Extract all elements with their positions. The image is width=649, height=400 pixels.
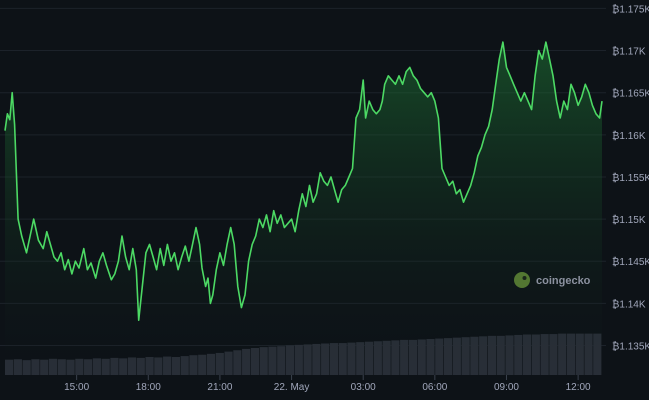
coingecko-watermark: coingecko <box>514 272 591 288</box>
x-tick-label: 09:00 <box>494 382 519 393</box>
gecko-logo-icon <box>514 272 530 288</box>
x-tick-label: 12:00 <box>566 382 591 393</box>
x-tick-label: 06:00 <box>422 382 447 393</box>
x-tick-label: 22. May <box>274 382 310 393</box>
y-tick-label: ₿1.15K <box>612 214 646 226</box>
y-tick-label: ₿1.135K <box>612 341 649 353</box>
y-tick-label: ₿1.155K <box>612 172 649 184</box>
y-tick-label: ₿1.17K <box>612 46 646 58</box>
x-tick-label: 15:00 <box>64 382 89 393</box>
x-axis-ticks: 15:00 18:00 21:00 22. May 03:00 06:00 09:00 12:… <box>64 375 591 393</box>
y-tick-label: ₿1.145K <box>612 256 649 268</box>
gecko-eye-icon <box>522 276 527 280</box>
x-tick-label: 03:00 <box>351 382 376 393</box>
y-tick-label: ₿1.14K <box>612 298 646 310</box>
y-tick-label: ₿1.165K <box>612 88 649 100</box>
y-tick-label: ₿1.175K <box>612 3 649 15</box>
price-line <box>4 41 603 321</box>
x-tick-label: 18:00 <box>136 382 161 393</box>
price-area-fill <box>5 42 602 375</box>
y-axis-ticks: ₿1.175K ₿1.17K ₿1.165K ₿1.16K ₿1.155K ₿1.15K ₿… <box>612 3 649 352</box>
y-tick-label: ₿1.16K <box>612 130 646 142</box>
watermark-text: coingecko <box>536 275 591 287</box>
x-tick-label: 21:00 <box>207 382 232 393</box>
